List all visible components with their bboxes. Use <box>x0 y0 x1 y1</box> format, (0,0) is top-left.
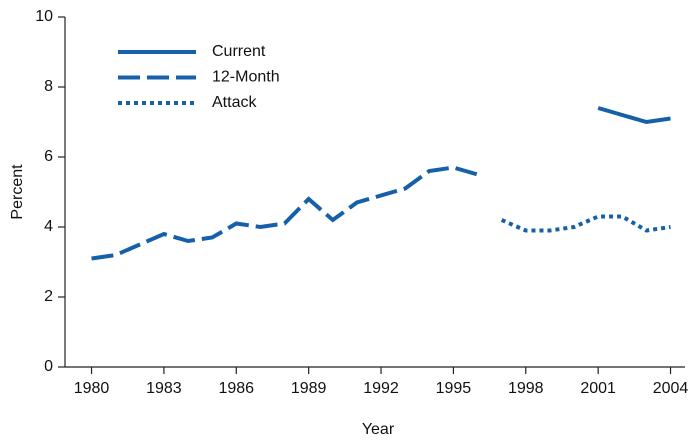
series-line <box>597 106 671 125</box>
series-line <box>500 214 671 233</box>
x-tick-label: 1983 <box>146 380 182 397</box>
x-tick-label: 1986 <box>218 380 254 397</box>
x-axis-label: Year <box>362 421 395 438</box>
y-tick-label: 0 <box>44 358 53 375</box>
x-tick-label: 1995 <box>436 380 472 397</box>
legend-label: 12-Month <box>212 69 280 86</box>
x-tick-label: 1989 <box>291 380 327 397</box>
x-tick-label: 2004 <box>653 380 689 397</box>
legend-label: Attack <box>212 94 257 111</box>
legend-label: Current <box>212 43 266 60</box>
x-tick-label: 1992 <box>363 380 399 397</box>
y-tick-label: 6 <box>44 148 53 165</box>
x-tick-label: 2001 <box>580 380 616 397</box>
y-tick-label: 2 <box>44 288 53 305</box>
y-axis-label: Percent <box>9 164 26 220</box>
y-tick-label: 4 <box>44 218 53 235</box>
y-tick-label: 8 <box>44 78 53 95</box>
series-line <box>91 165 479 261</box>
y-tick-label: 10 <box>35 8 53 25</box>
x-tick-label: 1998 <box>508 380 544 397</box>
x-tick-label: 1980 <box>74 380 110 397</box>
